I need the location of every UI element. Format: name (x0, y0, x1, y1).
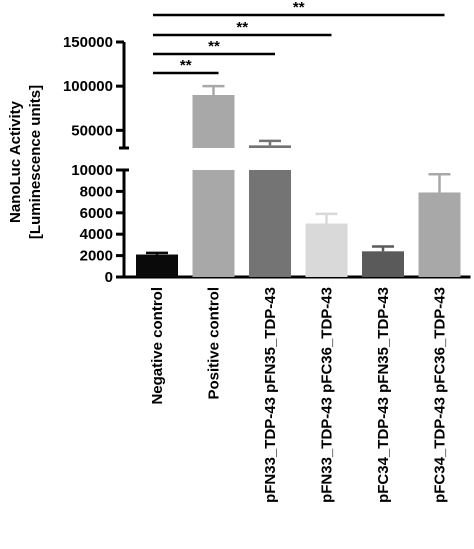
bar-upper-segment (249, 145, 291, 148)
significance-label: ** (208, 38, 220, 55)
y-tick-label: 4000 (80, 226, 113, 243)
y-tick-label: 50000 (71, 122, 113, 139)
y-tick-label: 10000 (71, 162, 113, 179)
category-label: pFN33_TDP-43 pFC36_TDP-43 (319, 287, 336, 503)
y-axis: 0 2000 4000 6000 8000 10000 50000 100000 150000 (63, 34, 471, 286)
bar (192, 170, 235, 277)
category-labels: Negative control Positive control pFN33_TD… (149, 287, 449, 503)
bar (136, 254, 178, 277)
y-tick-label: 0 (105, 269, 113, 286)
bar (418, 192, 461, 277)
bar (249, 170, 291, 277)
bar (362, 251, 404, 277)
significance-label: ** (293, 0, 305, 16)
category-label: Positive control (206, 287, 223, 400)
category-label: Negative control (149, 287, 166, 405)
category-label: pFC34_TDP-43 pFN35_TDP-43 (375, 287, 392, 503)
bar (305, 223, 348, 277)
category-label: pFC34_TDP-43 pFC36_TDP-43 (432, 287, 449, 503)
y-tick-label: 8000 (80, 183, 113, 200)
category-label: pFN33_TDP-43 pFN35_TDP-43 (262, 287, 279, 503)
y-tick-label: 150000 (63, 34, 113, 51)
bars (136, 84, 461, 277)
bar-upper-segment (192, 95, 235, 148)
y-axis-label-line2: [Luminescence units] (27, 85, 44, 239)
significance-label: ** (236, 19, 248, 36)
y-tick-label: 100000 (63, 78, 113, 95)
significance-label: ** (180, 57, 192, 74)
significance-brackets: ** ** ** ** (153, 0, 445, 75)
y-axis-label-line1: NanoLuc Activity (7, 100, 24, 223)
y-tick-label: 6000 (80, 205, 113, 222)
y-tick-label: 2000 (80, 248, 113, 265)
